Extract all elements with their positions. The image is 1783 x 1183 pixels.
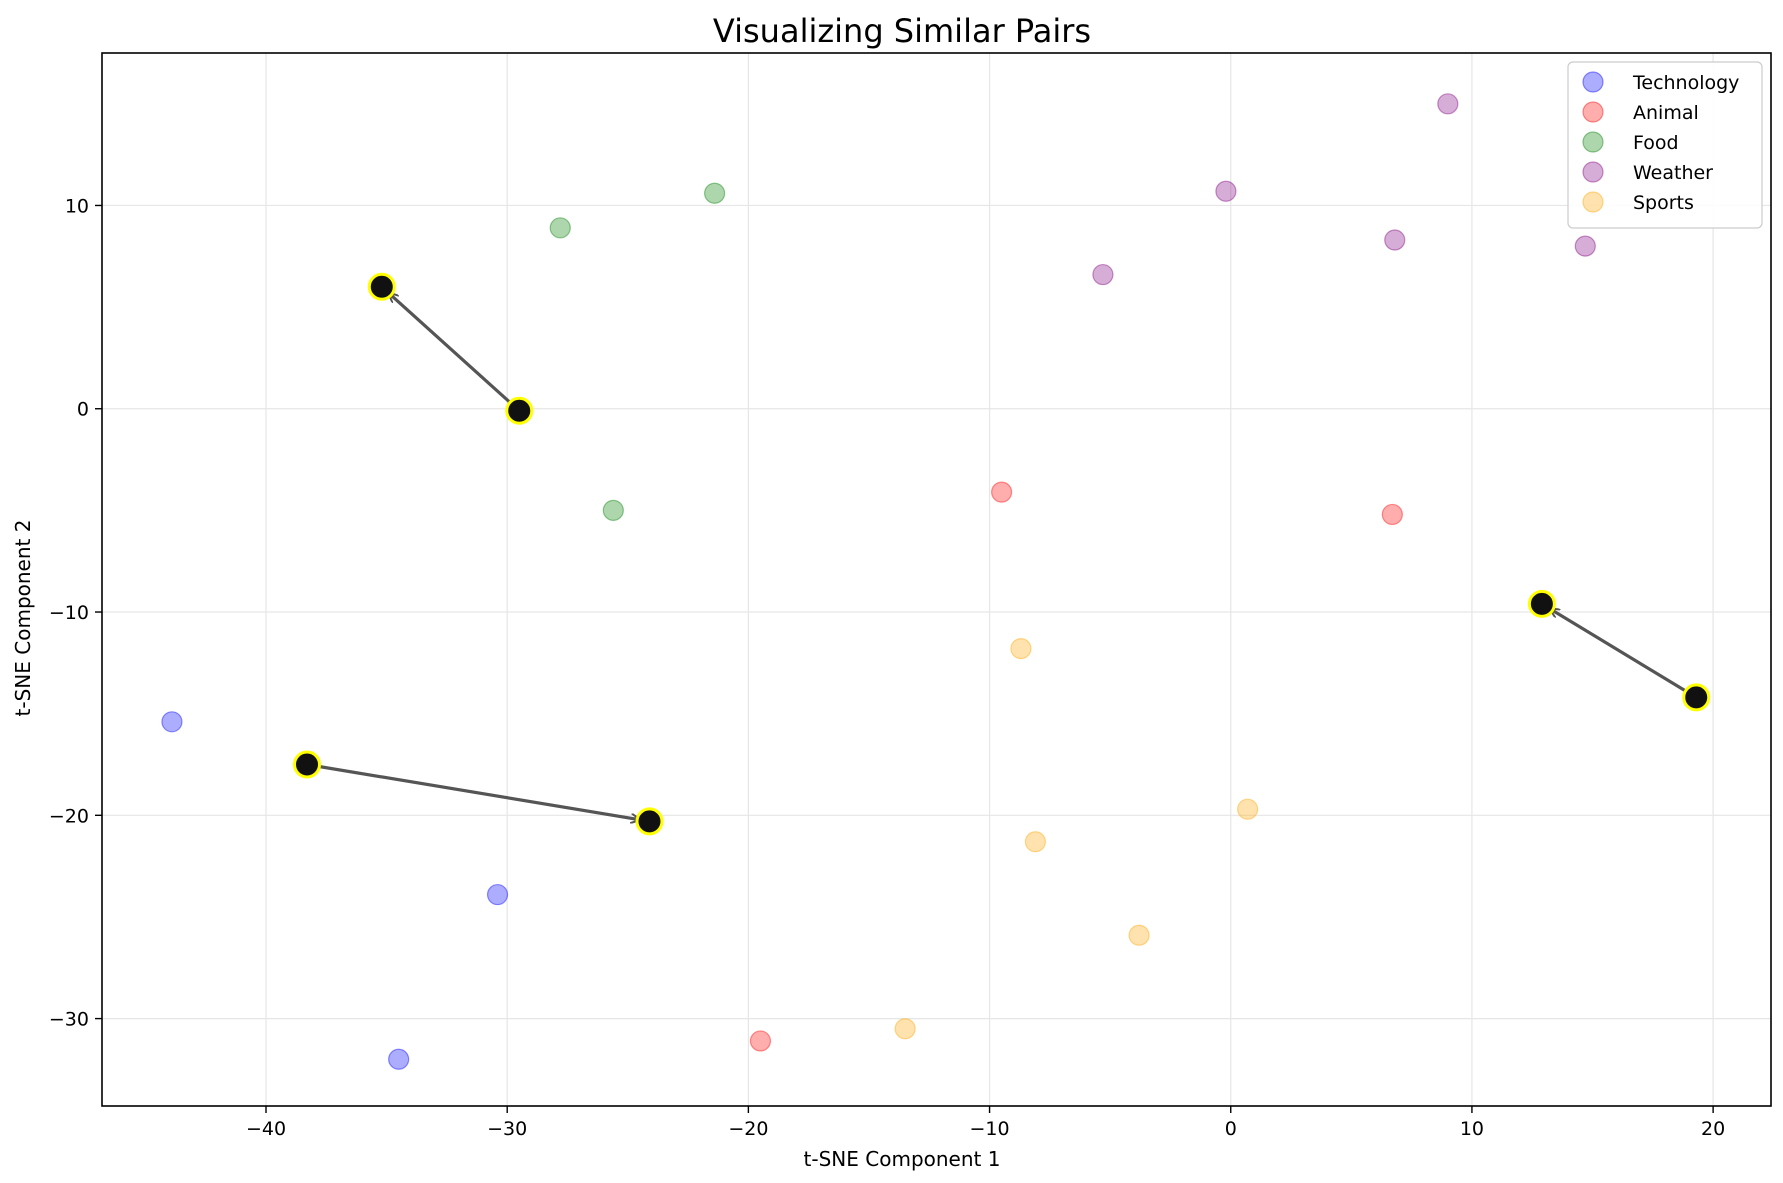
scatter-point xyxy=(486,883,509,906)
grid-layer xyxy=(102,53,1771,1106)
y-tick-label: 0 xyxy=(77,399,89,421)
scatter-point xyxy=(704,182,726,204)
legend-label: Sports xyxy=(1633,192,1694,214)
legend-marker xyxy=(1582,71,1604,93)
pair-arrows xyxy=(305,294,1698,819)
legend-label: Animal xyxy=(1633,102,1699,124)
x-tick-label: 0 xyxy=(1225,1118,1237,1140)
chart-title: Visualizing Similar Pairs xyxy=(713,12,1091,50)
scatter-point xyxy=(1215,180,1237,202)
x-tick-label: −10 xyxy=(970,1118,1010,1140)
data-points xyxy=(161,93,1596,1070)
legend-marker xyxy=(1582,131,1604,153)
scatter-point xyxy=(161,711,183,733)
pair-arrow xyxy=(305,762,639,819)
scatter-point xyxy=(1381,503,1403,526)
x-tick-label: −30 xyxy=(487,1118,527,1140)
plot-frame xyxy=(101,52,1772,1107)
highlighted-points xyxy=(293,272,1711,836)
x-tick-label: 20 xyxy=(1701,1118,1725,1140)
y-tick-label: −20 xyxy=(49,805,89,827)
y-tick-label: −10 xyxy=(49,602,89,624)
scatter-point xyxy=(1237,798,1259,820)
highlighted-point xyxy=(505,396,534,425)
legend-label: Food xyxy=(1633,132,1679,154)
legend-marker xyxy=(1582,191,1604,213)
x-tick-label: −40 xyxy=(246,1118,286,1140)
legend-marker xyxy=(1582,161,1604,183)
x-tick-label: 10 xyxy=(1460,1118,1484,1140)
scatter-point xyxy=(991,481,1013,503)
legend-marker xyxy=(1582,101,1604,123)
scatter-point xyxy=(1024,831,1046,853)
y-tick-label: −30 xyxy=(49,1009,89,1031)
scatter-point xyxy=(602,499,624,521)
legend-box xyxy=(1567,61,1763,229)
x-axis-label: t-SNE Component 1 xyxy=(804,1147,1001,1171)
axes: −40 −30 −20 −10 0 10 20 −30 −20 −10 0 10 xyxy=(49,52,1772,1140)
scatter-point xyxy=(1384,229,1406,251)
scatter-point xyxy=(549,217,571,239)
y-axis-label: t-SNE Component 2 xyxy=(11,520,35,717)
legend-label: Technology xyxy=(1632,72,1739,94)
scatter-point xyxy=(1128,924,1150,946)
scatter-point xyxy=(1574,235,1596,257)
highlighted-point xyxy=(367,272,396,301)
legend-label: Weather xyxy=(1633,162,1713,184)
highlighted-point xyxy=(1527,589,1556,618)
highlighted-point xyxy=(1682,683,1711,712)
x-tick-label: −20 xyxy=(728,1118,768,1140)
highlighted-point xyxy=(293,750,322,779)
scatter-point xyxy=(1092,263,1114,286)
pair-arrow xyxy=(390,294,521,413)
pair-arrow xyxy=(1551,610,1698,700)
scatter-point xyxy=(894,1018,916,1040)
scatter-point xyxy=(749,1030,772,1052)
scatter-point xyxy=(1437,93,1459,115)
scatter-point xyxy=(388,1048,410,1070)
y-tick-label: 10 xyxy=(65,195,89,217)
highlighted-point xyxy=(635,807,664,836)
legend: Technology Animal Food Weather Sports xyxy=(1567,61,1763,229)
scatter-point xyxy=(1010,638,1032,660)
